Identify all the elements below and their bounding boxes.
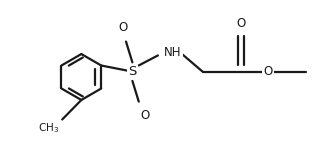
Text: O: O (236, 17, 245, 30)
Text: CH$_3$: CH$_3$ (39, 121, 60, 135)
Text: O: O (118, 21, 127, 34)
Text: NH: NH (164, 46, 182, 59)
Text: S: S (128, 65, 137, 78)
Text: O: O (141, 109, 150, 122)
Text: O: O (263, 65, 272, 78)
